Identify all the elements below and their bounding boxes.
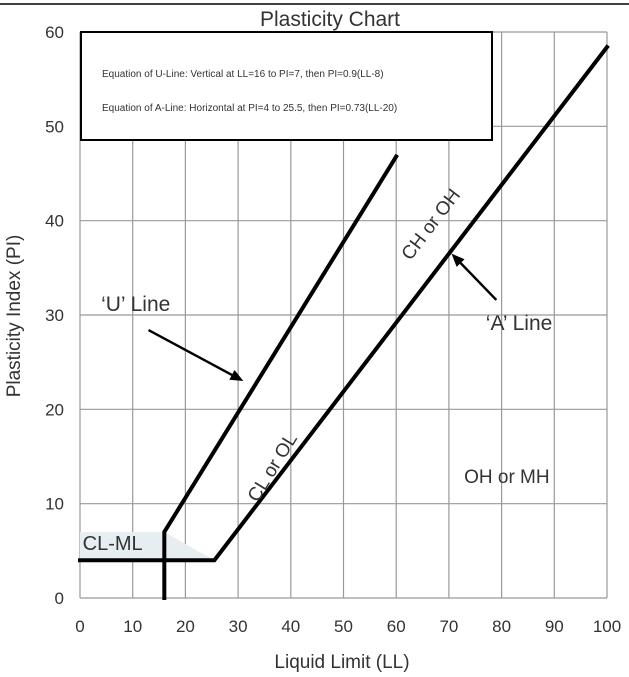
series-u-line <box>162 153 399 600</box>
x-tick-label-30: 30 <box>229 617 248 636</box>
x-tick-label-70: 70 <box>439 617 458 636</box>
y-tick-label-60: 60 <box>45 23 64 42</box>
arrow-u-arrow <box>147 329 244 382</box>
label-ch-oh: CH or OH <box>398 185 465 264</box>
x-tick-label-60: 60 <box>387 617 406 636</box>
series-a-line <box>78 44 610 563</box>
x-tick-label-100: 100 <box>593 617 621 636</box>
x-tick-label-20: 20 <box>176 617 195 636</box>
label-a-label: ‘A’ Line <box>486 312 553 335</box>
x-tick-label-80: 80 <box>492 617 511 636</box>
x-tick-label-0: 0 <box>75 617 84 636</box>
equations-box <box>80 31 493 141</box>
x-tick-label-40: 40 <box>281 617 300 636</box>
region-cl_ml <box>80 531 215 561</box>
label-cl-ol: CL or OL <box>244 430 302 506</box>
annotation-arrows <box>147 253 498 382</box>
x-tick-labels: 0 10 20 30 40 50 60 70 80 90 100 <box>75 617 621 636</box>
label-oh-mh: OH or MH <box>464 467 550 488</box>
y-tick-label-50: 50 <box>45 117 64 136</box>
x-axis-label: Liquid Limit (LL) <box>274 652 409 673</box>
y-tick-labels: 0 10 20 30 40 50 60 <box>45 23 64 608</box>
y-tick-label-30: 30 <box>45 306 64 325</box>
arrow-a-arrow <box>451 253 498 301</box>
y-tick-label-40: 40 <box>45 212 64 231</box>
u-line-equation: Equation of U-Line: Vertical at LL=16 to… <box>102 69 384 80</box>
label-cl-ml-label: CL-ML <box>83 533 143 555</box>
regions <box>80 531 215 561</box>
y-tick-label-20: 20 <box>45 400 64 419</box>
a-line-equation: Equation of A-Line: Horizontal at PI=4 t… <box>102 103 397 114</box>
x-tick-label-90: 90 <box>545 617 564 636</box>
y-tick-label-0: 0 <box>55 589 64 608</box>
chart-title: Plasticity Chart <box>260 8 400 31</box>
region-labels: ‘U’ Line ‘A’ Line CL or OL CH or OH OH or MH… <box>83 185 553 555</box>
y-tick-label-10: 10 <box>45 495 64 514</box>
x-tick-label-50: 50 <box>334 617 353 636</box>
y-axis-label: Plasticity Index (PI) <box>4 235 25 398</box>
x-tick-label-10: 10 <box>123 617 142 636</box>
label-u-label: ‘U’ Line <box>101 293 170 316</box>
series-lines <box>78 44 610 600</box>
